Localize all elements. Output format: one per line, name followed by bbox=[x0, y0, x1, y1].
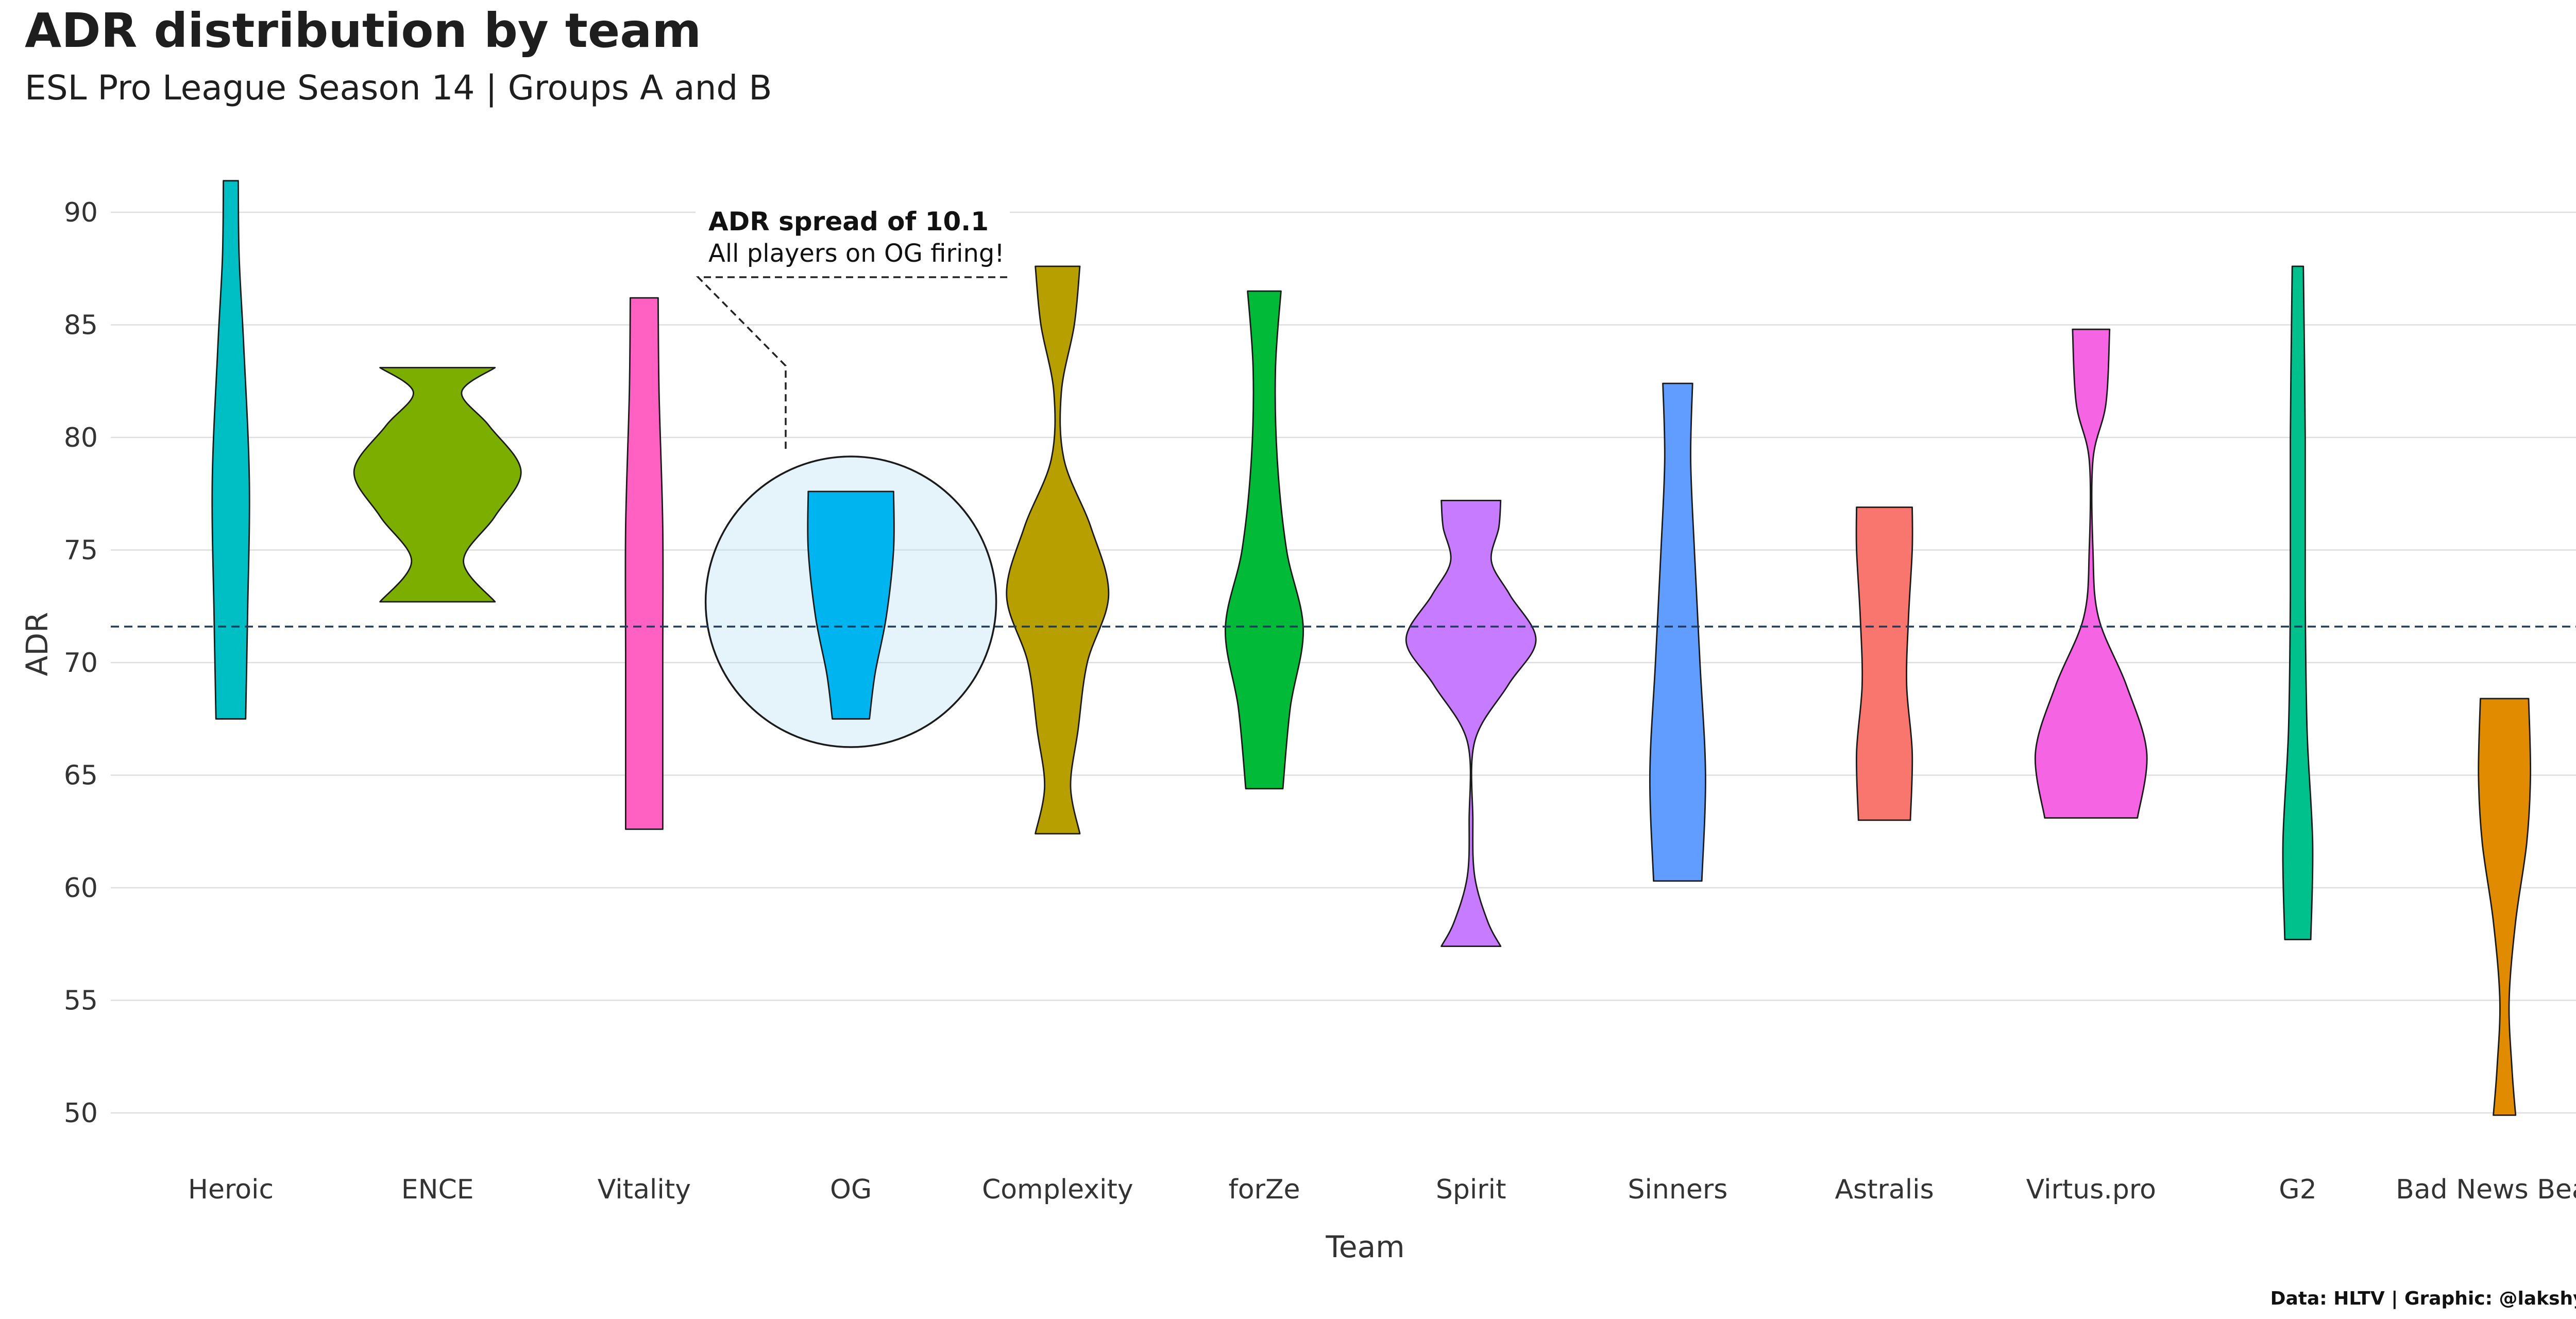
y-tick-label: 55 bbox=[64, 986, 98, 1017]
violin-ence bbox=[353, 367, 522, 603]
x-tick-label: ENCE bbox=[401, 1174, 474, 1205]
x-tick-label: Heroic bbox=[188, 1174, 274, 1205]
x-tick-label: forZe bbox=[1228, 1174, 1300, 1205]
x-tick-label: G2 bbox=[2279, 1174, 2316, 1205]
y-axis-title: ADR bbox=[20, 612, 55, 677]
x-tick-label: Sinners bbox=[1628, 1174, 1727, 1205]
y-tick-label: 70 bbox=[64, 648, 98, 679]
x-tick-label: OG bbox=[830, 1174, 872, 1205]
violin-g2 bbox=[2282, 265, 2314, 940]
y-axis-ticks: 50 55 60 65 70 75 80 85 90 bbox=[64, 197, 98, 1129]
violin-spirit bbox=[1405, 500, 1537, 947]
violin-astralis bbox=[1855, 506, 1913, 821]
x-tick-label: Vitality bbox=[598, 1174, 691, 1205]
chart-caption: Data: HLTV | Graphic: @lakshyaag bbox=[2270, 1288, 2576, 1309]
y-tick-label: 60 bbox=[64, 873, 98, 904]
y-tick-label: 80 bbox=[64, 422, 98, 453]
y-tick-label: 90 bbox=[64, 197, 98, 228]
y-tick-label: 85 bbox=[64, 310, 98, 341]
x-tick-label: Astralis bbox=[1835, 1174, 1934, 1205]
x-axis-title: Team bbox=[1325, 1229, 1404, 1264]
violin-complexity bbox=[1006, 265, 1110, 835]
annotation-title: ADR spread of 10.1 bbox=[708, 207, 989, 236]
x-tick-label: Spirit bbox=[1436, 1174, 1506, 1205]
violins bbox=[211, 180, 2532, 1116]
annotation-leader-line bbox=[696, 276, 1007, 453]
chart-title: ADR distribution by team bbox=[25, 3, 702, 58]
y-tick-label: 75 bbox=[64, 535, 98, 566]
grid-lines bbox=[111, 211, 2576, 1114]
x-tick-label: Virtus.pro bbox=[2026, 1174, 2156, 1205]
y-tick-label: 65 bbox=[64, 760, 98, 791]
violin-heroic bbox=[211, 180, 250, 720]
violin-og bbox=[807, 491, 895, 720]
y-tick-label: 50 bbox=[64, 1098, 98, 1129]
x-axis-ticks: Heroic ENCE Vitality OG Complexity forZe Spiri… bbox=[188, 1174, 2576, 1205]
violin-bad-news-bears bbox=[2478, 698, 2532, 1116]
violin-forze bbox=[1224, 290, 1304, 790]
annotation-background bbox=[696, 202, 1010, 271]
violin-vitality bbox=[624, 297, 664, 830]
annotation-labels: ADR spread of 10.1 All players on OG firi… bbox=[696, 202, 1010, 453]
x-tick-label: Complexity bbox=[982, 1174, 1133, 1205]
chart-subtitle: ESL Pro League Season 14 | Groups A and … bbox=[25, 68, 772, 108]
annotation-text: All players on OG firing! bbox=[708, 239, 1005, 268]
x-tick-label: Bad News Bears bbox=[2396, 1174, 2576, 1205]
violin-sinners bbox=[1649, 382, 1706, 882]
violin-virtus-pro bbox=[2034, 328, 2148, 819]
